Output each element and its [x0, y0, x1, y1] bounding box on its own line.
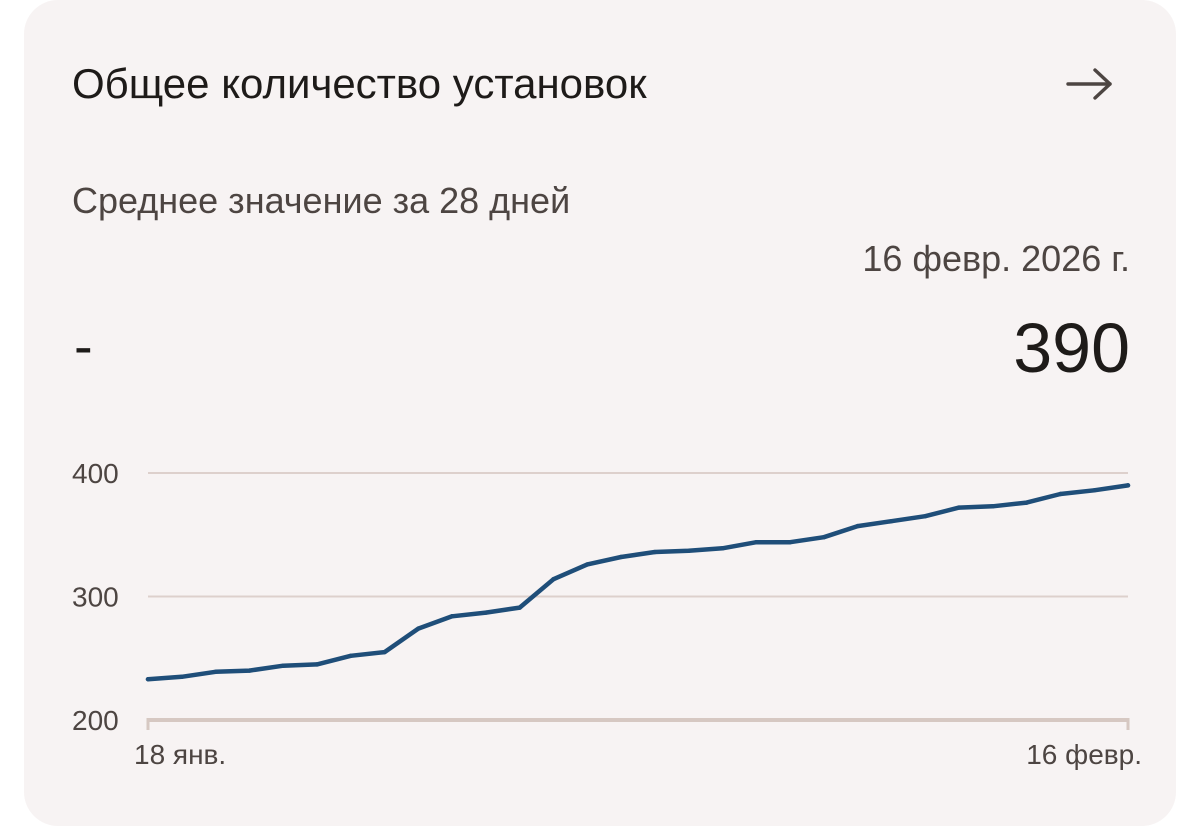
arrow-right-icon — [1066, 68, 1112, 100]
data-point — [449, 614, 455, 619]
data-point — [247, 668, 252, 673]
data-point — [889, 518, 894, 524]
average-label: Среднее значение за 28 дней — [72, 180, 571, 221]
data-point — [314, 662, 320, 667]
selected-date: 16 февр. 2026 г. — [862, 238, 1130, 279]
average-value: - — [74, 314, 93, 377]
data-point — [145, 677, 151, 682]
y-tick-label: 400 — [72, 458, 119, 489]
data-point — [1024, 500, 1029, 505]
data-point — [348, 653, 353, 658]
open-details-button[interactable] — [1058, 56, 1122, 112]
data-point — [1092, 488, 1097, 493]
data-point — [179, 674, 184, 679]
data-point — [652, 549, 658, 555]
data-point — [855, 523, 860, 529]
data-point — [990, 504, 996, 509]
y-tick-label: 300 — [72, 582, 119, 613]
total-installs-card[interactable]: Общее количество установок Среднее значе… — [24, 0, 1176, 826]
data-point — [720, 546, 725, 551]
data-point — [821, 535, 827, 540]
data-point — [483, 610, 489, 615]
data-point — [923, 514, 928, 519]
x-tick-label: 18 янв. — [134, 739, 226, 770]
data-point — [551, 577, 556, 582]
data-point — [213, 669, 218, 675]
data-point — [1125, 483, 1131, 488]
data-point — [517, 605, 522, 610]
selected-value: 390 — [1013, 309, 1130, 387]
data-point — [280, 663, 286, 668]
x-tick-label: 16 февр. — [1026, 739, 1142, 770]
data-point — [787, 539, 793, 545]
data-point — [956, 505, 962, 510]
data-point — [618, 554, 624, 560]
data-point — [686, 548, 691, 554]
card-title: Общее количество установок — [72, 60, 647, 107]
data-point — [585, 562, 590, 567]
series-line — [145, 483, 1131, 682]
data-point — [416, 626, 421, 631]
data-point — [1058, 491, 1063, 497]
y-tick-label: 200 — [72, 705, 119, 736]
data-point — [382, 649, 387, 655]
installs-line-chart[interactable]: 400 300 200 18 янв. 16 февр. — [24, 0, 1176, 826]
data-point — [754, 539, 759, 545]
